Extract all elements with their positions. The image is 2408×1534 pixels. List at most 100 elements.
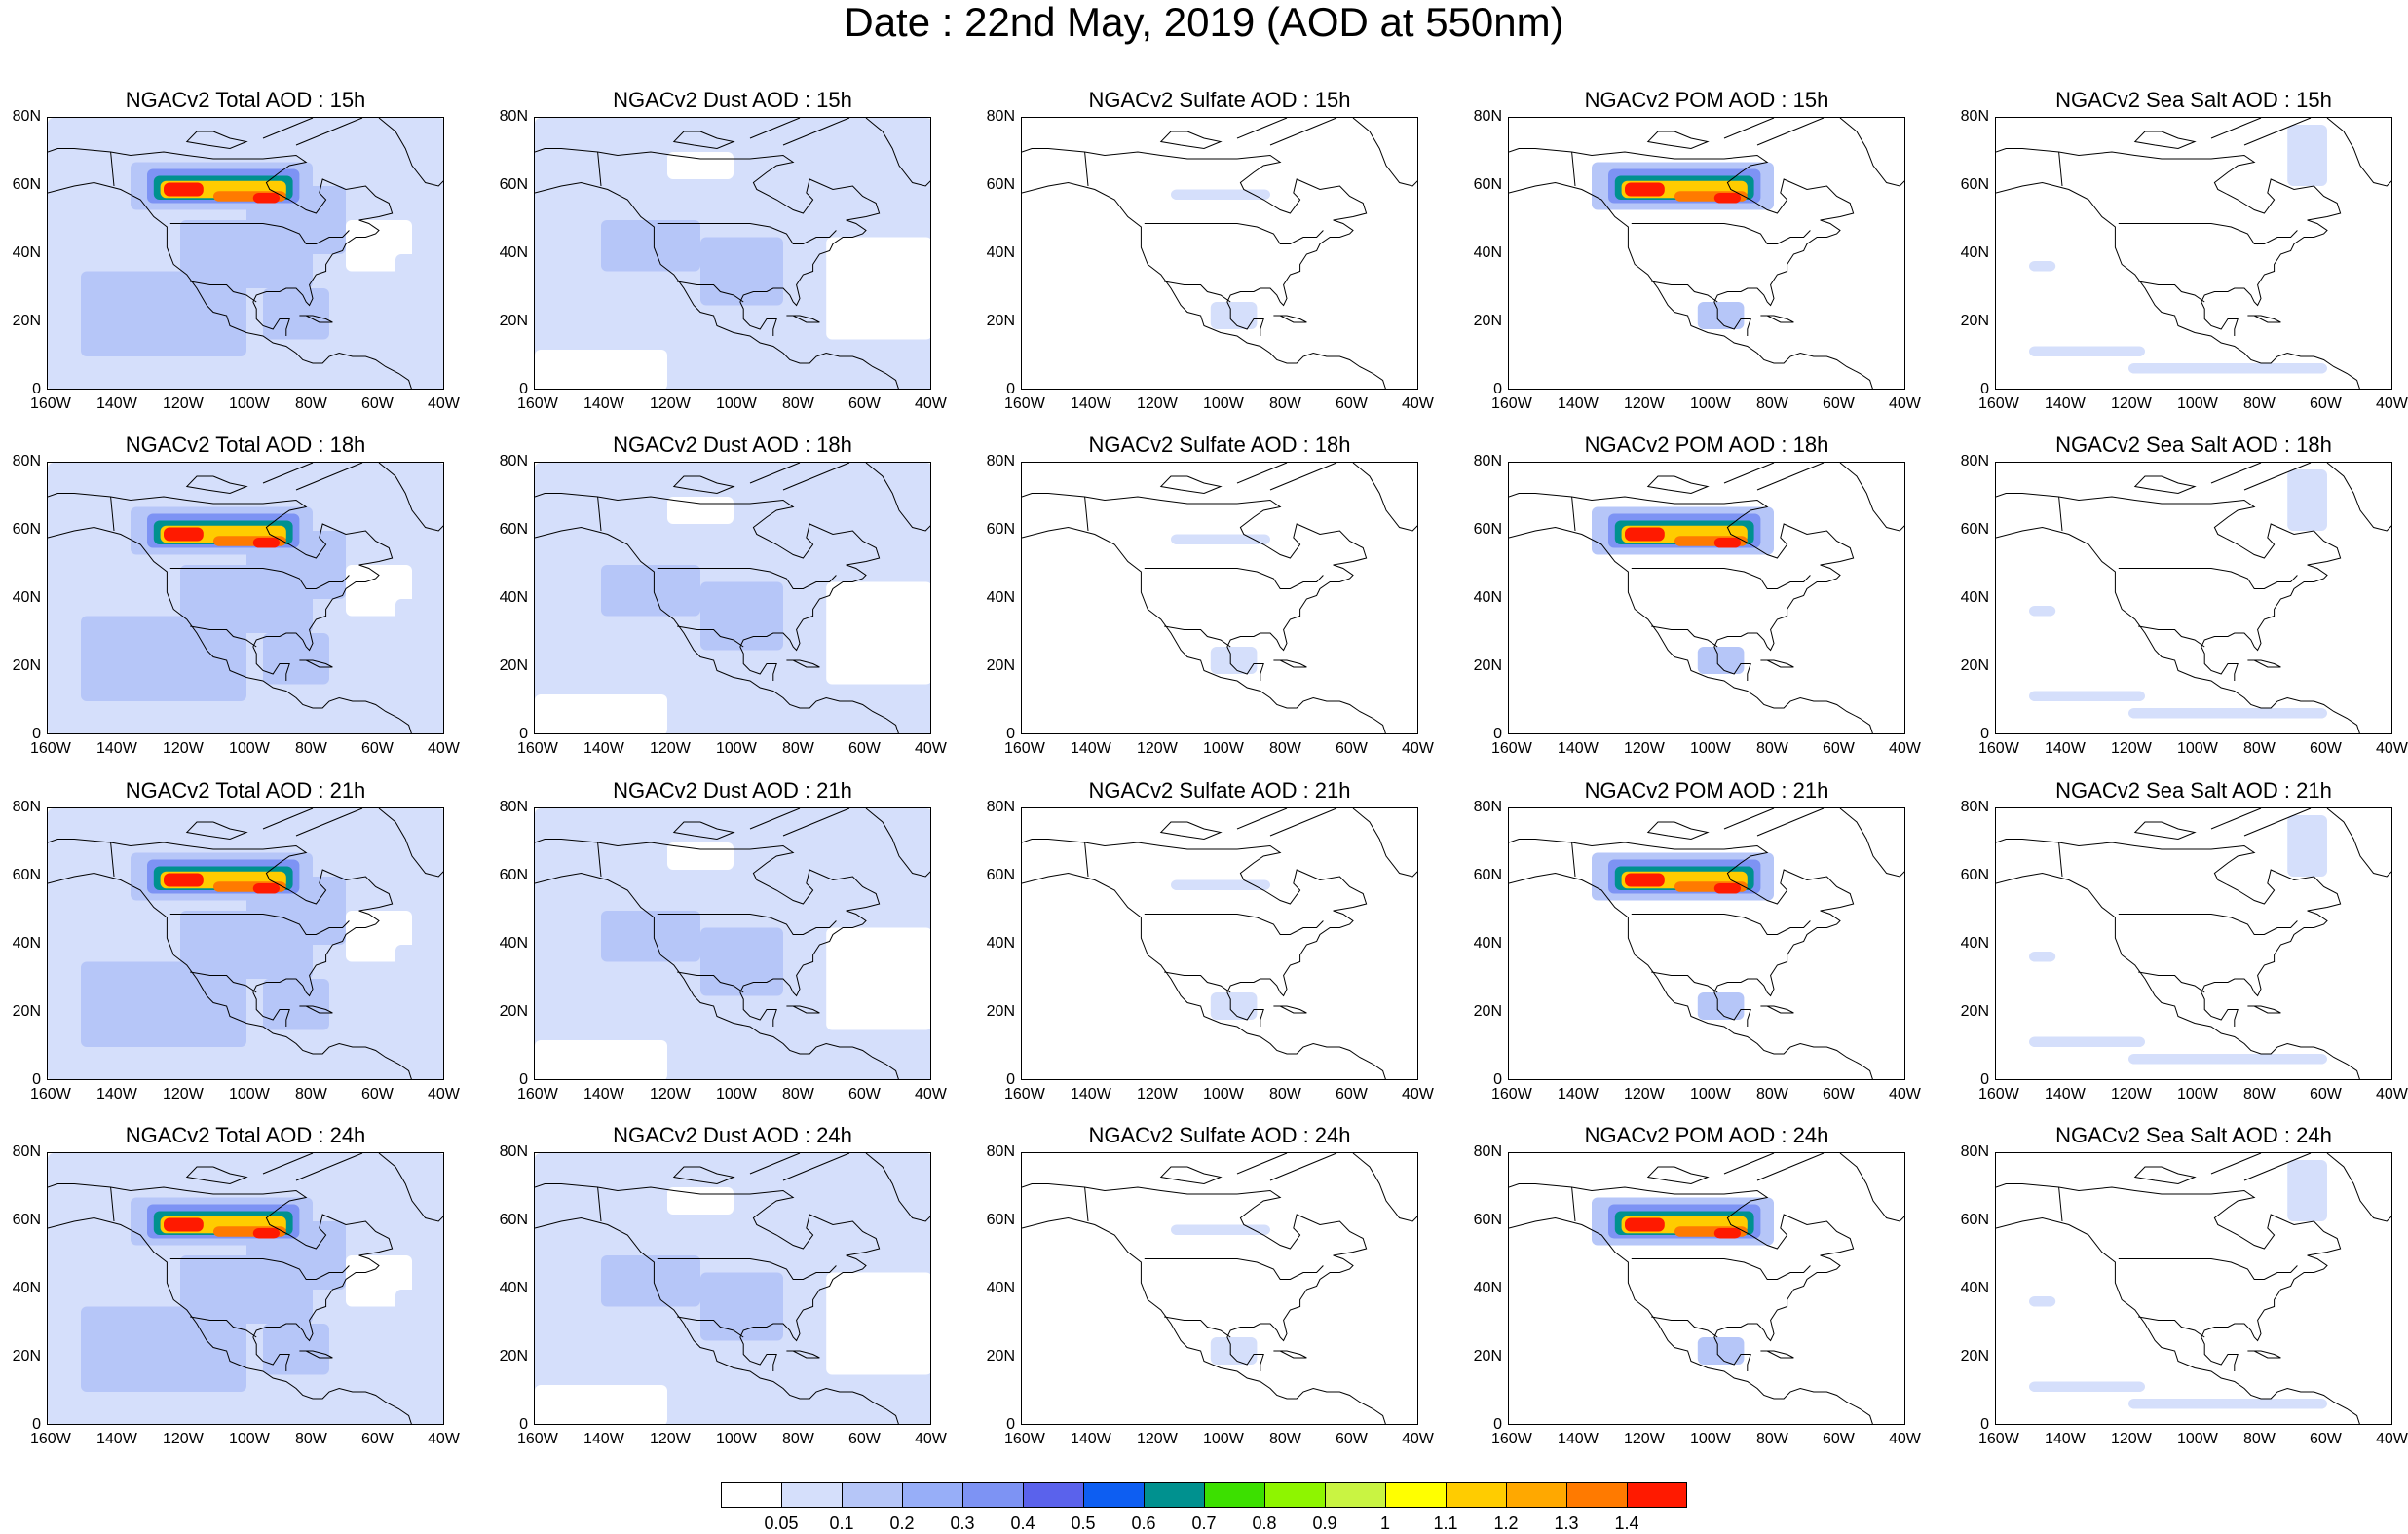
coastline — [1631, 568, 1811, 589]
coastline — [2210, 118, 2262, 139]
colorbar-label: 1.2 — [1493, 1514, 1519, 1533]
aod-field — [1509, 808, 1904, 1079]
x-tick-label: 120W — [650, 740, 691, 757]
map-panel: NGACv2 Dust AOD : 21h 160W 140W 120W 100W 80W… — [500, 778, 947, 1103]
y-tick-label: 60N — [1960, 176, 1989, 193]
coastline — [1144, 568, 1324, 589]
x-tick-label: 100W — [1690, 1431, 1731, 1447]
aod-shade — [1210, 647, 1258, 674]
y-tick-label: 20N — [499, 1348, 528, 1365]
aod-shade — [2029, 691, 2145, 701]
coastline — [1996, 526, 2360, 733]
aod-field — [1022, 118, 1417, 389]
x-tick-label: 140W — [2045, 740, 2086, 757]
aod-shade — [346, 565, 412, 617]
colorbar-swatch — [1325, 1482, 1385, 1508]
coastline — [535, 493, 881, 652]
coastline — [1236, 463, 1288, 484]
coastline — [2326, 808, 2391, 878]
y-tick-label: 40N — [499, 935, 528, 952]
map-plot-area — [534, 462, 931, 734]
aod-shade — [164, 873, 204, 887]
coastline — [185, 475, 248, 495]
aod-shade — [601, 1255, 700, 1307]
y-tick-label: 60N — [499, 1212, 528, 1228]
aod-shade — [2287, 815, 2327, 877]
coastline — [1352, 808, 1417, 878]
y-tick-label: 20N — [986, 1348, 1015, 1365]
coastline — [1756, 118, 1825, 146]
coastline — [295, 118, 363, 146]
coastline — [1084, 496, 1089, 532]
x-tick-label: 80W — [1756, 395, 1788, 412]
x-tick-label: 60W — [2310, 395, 2342, 412]
aod-field — [535, 808, 930, 1079]
aod-shade — [346, 220, 412, 272]
x-tick-label: 120W — [1624, 1431, 1665, 1447]
coastline — [1713, 991, 1751, 1027]
x-tick-label: 60W — [361, 1431, 394, 1447]
y-tick-label: 0 — [519, 1071, 528, 1088]
y-tick-label: 60N — [986, 176, 1015, 193]
colorbar-swatch — [1446, 1482, 1506, 1508]
map-plot-area — [534, 807, 931, 1080]
coastline — [2201, 991, 2239, 1027]
map-panel: NGACv2 Sulfate AOD : 24h 160W 140W 120W 100W… — [987, 1123, 1434, 1447]
x-tick-label: 40W — [1402, 1431, 1434, 1447]
x-tick-label: 80W — [1269, 740, 1301, 757]
y-tick-label: 80N — [499, 1143, 528, 1160]
map-plot-area — [1995, 462, 2392, 734]
x-tick-label: 160W — [1491, 1086, 1532, 1103]
y-tick-label: 20N — [986, 1003, 1015, 1020]
x-tick-label: 60W — [848, 395, 881, 412]
map-plot-area — [47, 1152, 444, 1425]
map-panel: NGACv2 Sulfate AOD : 18h 160W 140W 120W 100W… — [987, 432, 1434, 757]
x-tick-label: 120W — [1137, 1431, 1178, 1447]
aod-shade — [700, 237, 783, 306]
aod-shade — [2128, 708, 2327, 719]
x-tick-label: 120W — [1137, 395, 1178, 412]
aod-shade — [1625, 1217, 1665, 1232]
x-tick-label: 140W — [583, 740, 624, 757]
colorbar-swatch — [1023, 1482, 1083, 1508]
colorbar-swatch — [1385, 1482, 1446, 1508]
aod-shade — [2029, 606, 2056, 617]
coastline — [1084, 842, 1089, 878]
coastline — [2118, 223, 2298, 244]
y-tick-label: 40N — [1473, 589, 1502, 606]
colorbar-swatch — [1083, 1482, 1144, 1508]
y-tick-label: 40N — [1473, 1280, 1502, 1296]
coastline — [190, 1316, 257, 1338]
coastline — [739, 1336, 777, 1371]
x-tick-label: 80W — [295, 1431, 327, 1447]
coastline — [1723, 118, 1775, 139]
x-tick-label: 40W — [1889, 395, 1921, 412]
coastline — [2058, 151, 2063, 187]
x-tick-label: 120W — [1624, 1086, 1665, 1103]
coastline — [2210, 1153, 2262, 1175]
coastline — [2247, 315, 2281, 323]
map-plot-area — [47, 462, 444, 734]
coastline — [48, 493, 394, 652]
x-tick-label: 40W — [915, 1086, 947, 1103]
coastline — [782, 463, 850, 491]
coastline — [1084, 1186, 1089, 1222]
y-tick-label: 60N — [1473, 1212, 1502, 1228]
y-tick-label: 40N — [499, 589, 528, 606]
y-tick-label: 0 — [1980, 1416, 1989, 1433]
coastline — [2133, 475, 2197, 495]
coastline — [1022, 839, 1368, 997]
y-tick-label: 40N — [986, 244, 1015, 261]
x-tick-label: 120W — [163, 395, 204, 412]
coastline — [48, 148, 394, 307]
x-tick-label: 120W — [650, 395, 691, 412]
coastline — [2201, 1336, 2239, 1371]
coastline — [1226, 1336, 1264, 1371]
coastline — [1723, 463, 1775, 484]
x-tick-label: 100W — [2177, 740, 2218, 757]
coastline — [262, 808, 314, 830]
y-tick-label: 0 — [519, 381, 528, 397]
panel-title: NGACv2 POM AOD : 18h — [1584, 432, 1829, 457]
x-tick-label: 60W — [2310, 1086, 2342, 1103]
colorbar-swatch — [781, 1482, 842, 1508]
